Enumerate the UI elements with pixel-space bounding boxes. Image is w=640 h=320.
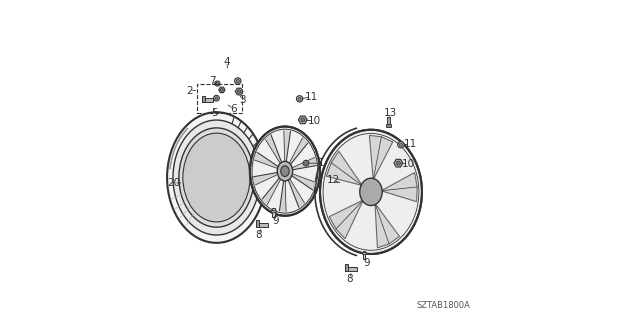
Polygon shape (280, 177, 286, 211)
Text: 8: 8 (346, 274, 353, 284)
Polygon shape (253, 172, 281, 185)
Circle shape (305, 162, 307, 164)
Bar (271, 210, 276, 212)
Bar (272, 208, 275, 217)
Polygon shape (262, 175, 282, 204)
Polygon shape (375, 203, 399, 248)
Polygon shape (284, 131, 291, 165)
Text: 11: 11 (305, 92, 317, 102)
Text: 9: 9 (364, 258, 371, 268)
Polygon shape (369, 135, 393, 180)
Text: 2: 2 (187, 85, 193, 96)
Polygon shape (394, 159, 403, 167)
Text: 20: 20 (168, 178, 180, 188)
Bar (387, 124, 391, 127)
Ellipse shape (167, 112, 266, 243)
Text: SZTAB1800A: SZTAB1800A (417, 301, 470, 310)
Text: 8: 8 (255, 230, 262, 240)
Polygon shape (219, 87, 225, 93)
Circle shape (215, 81, 220, 86)
Ellipse shape (250, 126, 320, 216)
Polygon shape (326, 151, 362, 186)
Bar (387, 117, 390, 127)
Circle shape (296, 96, 303, 102)
Text: 4: 4 (223, 57, 230, 67)
Circle shape (397, 141, 404, 148)
Text: 3: 3 (239, 95, 246, 105)
Text: 7: 7 (209, 76, 216, 86)
Ellipse shape (179, 128, 254, 227)
Ellipse shape (320, 130, 422, 254)
Ellipse shape (183, 133, 250, 222)
Ellipse shape (173, 120, 260, 235)
Polygon shape (289, 173, 316, 190)
Circle shape (396, 161, 401, 165)
Ellipse shape (277, 161, 292, 181)
Circle shape (215, 97, 218, 100)
Polygon shape (266, 135, 283, 167)
Bar (345, 264, 348, 271)
Polygon shape (255, 152, 281, 170)
Circle shape (301, 118, 305, 122)
Circle shape (399, 143, 403, 146)
Text: 6: 6 (230, 104, 237, 114)
Polygon shape (330, 200, 364, 239)
Circle shape (298, 97, 301, 100)
Polygon shape (289, 157, 316, 170)
Bar (202, 98, 213, 102)
Text: 11: 11 (404, 139, 417, 149)
Polygon shape (298, 116, 307, 124)
Ellipse shape (360, 178, 382, 205)
Circle shape (214, 95, 220, 101)
Text: 12: 12 (327, 175, 340, 185)
Circle shape (236, 79, 239, 83)
Text: 13: 13 (383, 108, 397, 118)
Polygon shape (287, 176, 305, 207)
Bar (256, 223, 268, 227)
Text: 10: 10 (402, 159, 415, 169)
Circle shape (220, 88, 223, 91)
Polygon shape (381, 172, 417, 202)
Circle shape (303, 160, 309, 166)
Circle shape (235, 78, 241, 84)
Bar (363, 251, 365, 259)
Circle shape (237, 90, 241, 93)
Bar (256, 220, 259, 227)
Text: 9: 9 (273, 216, 279, 226)
Polygon shape (287, 138, 308, 167)
Text: 10: 10 (308, 116, 321, 126)
Circle shape (216, 82, 219, 85)
Ellipse shape (281, 166, 289, 177)
Bar (202, 96, 205, 102)
Bar (362, 252, 366, 254)
Text: 1: 1 (317, 158, 324, 168)
Text: 5: 5 (212, 108, 218, 118)
Polygon shape (236, 88, 243, 95)
Bar (197, 84, 242, 113)
Bar (345, 267, 357, 271)
